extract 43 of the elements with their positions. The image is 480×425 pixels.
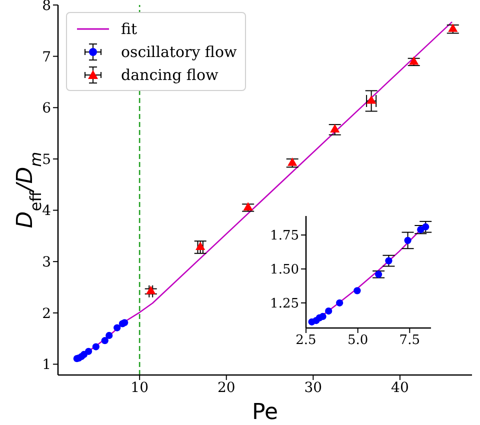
point — [409, 56, 419, 65]
point — [336, 299, 344, 306]
point — [92, 343, 100, 350]
y-tick-label: 5 — [42, 152, 51, 168]
point — [146, 286, 156, 294]
y-tick-label: 1 — [42, 357, 51, 374]
point — [243, 202, 253, 210]
x-tick-label: 40 — [391, 380, 409, 396]
point — [354, 287, 361, 294]
x-tick-label: 20 — [217, 380, 236, 396]
point — [404, 236, 412, 244]
y-tick-label: 7 — [42, 49, 51, 66]
point — [106, 332, 113, 340]
x-tick-label: 10 — [130, 380, 148, 396]
point — [319, 312, 326, 320]
x-tick-label: 7.5 — [399, 333, 420, 348]
x-tick-label: 2.5 — [296, 333, 316, 348]
y-tick-label: 1.75 — [270, 228, 299, 244]
point — [374, 270, 382, 278]
point — [114, 324, 121, 332]
point — [84, 348, 92, 355]
y-tick-label: 1.50 — [270, 262, 299, 278]
point — [330, 124, 340, 132]
x-axis-title: Pe — [252, 400, 278, 425]
y-tick-label: 3 — [42, 254, 51, 271]
point — [121, 319, 128, 326]
legend-label: dancing flow — [121, 66, 218, 84]
point — [101, 337, 108, 344]
y-tick-label: 6 — [42, 100, 52, 117]
x-tick-label: 30 — [304, 380, 322, 396]
point — [385, 257, 392, 264]
y-tick-label: 2 — [42, 306, 51, 322]
point — [422, 223, 430, 230]
y-tick-label: 4 — [42, 203, 52, 220]
y-tick-label: 1.25 — [270, 296, 299, 312]
point — [325, 307, 332, 315]
point — [448, 24, 458, 32]
legend-label: oscillatory flow — [121, 42, 237, 60]
x-tick-label: 5.0 — [347, 333, 368, 348]
legend-label: fit — [121, 20, 138, 38]
point — [366, 95, 376, 104]
point — [196, 242, 206, 250]
point — [288, 158, 298, 166]
